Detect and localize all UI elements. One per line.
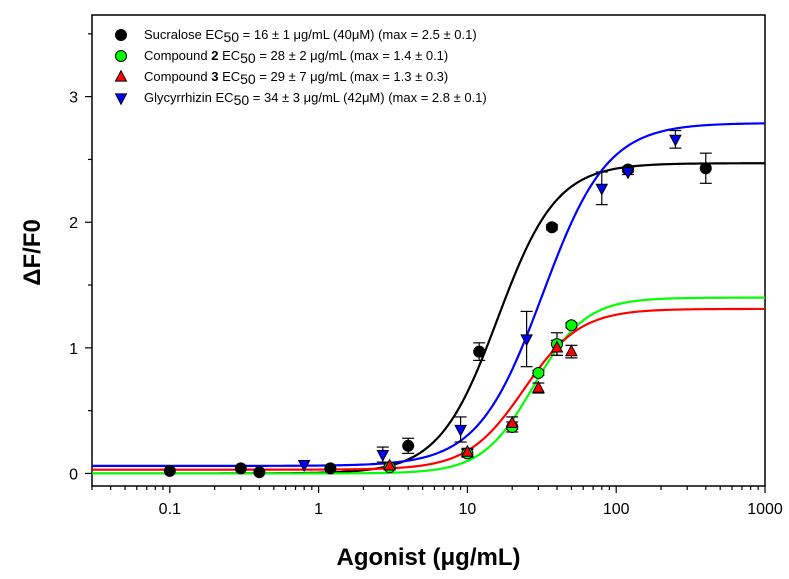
y-axis-title: ΔF/F0 — [19, 219, 46, 286]
y-tick-label: 0 — [69, 466, 78, 483]
data-point — [234, 462, 247, 475]
data-point — [621, 167, 635, 180]
legend-label: Compound 2 EC50 = 28 ± 2 μg/mL (max = 1.… — [144, 48, 448, 66]
data-point — [595, 183, 609, 196]
legend-marker — [115, 50, 127, 62]
data-point — [545, 221, 558, 234]
x-axis: 0.1 1 10 100 1000 — [91, 486, 783, 518]
y-axis: 0 1 2 3 — [69, 33, 92, 483]
legend-label: Compound 3 EC50 = 29 ± 7 μg/mL (max = 1.… — [144, 69, 448, 87]
data-point — [505, 415, 519, 428]
data-markers — [163, 134, 712, 479]
data-point — [520, 334, 533, 347]
data-point — [699, 162, 712, 175]
data-point — [565, 319, 578, 332]
x-tick-label: 0.1 — [159, 501, 181, 518]
y-tick-label: 1 — [69, 341, 78, 358]
data-point — [324, 462, 337, 475]
data-point — [253, 466, 266, 479]
x-tick-label: 10 — [459, 501, 477, 518]
data-point — [532, 380, 545, 393]
data-point — [402, 439, 415, 452]
data-point — [297, 460, 311, 473]
data-point — [163, 464, 176, 477]
data-point — [473, 345, 486, 358]
error-bars — [376, 129, 712, 471]
plot-area — [91, 14, 766, 487]
fit-curve — [92, 296, 766, 475]
data-point — [550, 340, 564, 353]
legend-label: Glycyrrhizin EC50 = 34 ± 3 μg/mL (42μM) … — [144, 90, 487, 108]
legend-label: Sucralose EC50 = 16 ± 1 μg/mL (40μM) (ma… — [144, 27, 477, 45]
y-tick-label: 2 — [69, 215, 78, 232]
fit-curve — [92, 162, 766, 475]
legend: Sucralose EC50 = 16 ± 1 μg/mL (40μM) (ma… — [114, 27, 487, 108]
legend-marker — [114, 69, 128, 82]
legend-marker — [114, 93, 128, 106]
data-point — [454, 424, 467, 437]
y-tick-label: 3 — [69, 90, 78, 107]
data-point — [376, 449, 390, 462]
data-point — [461, 444, 474, 457]
legend-marker — [115, 29, 127, 41]
x-tick-label: 1 — [314, 501, 323, 518]
x-tick-label: 100 — [603, 501, 630, 518]
fit-curve — [92, 307, 766, 471]
data-point — [383, 458, 396, 471]
fit-curve — [92, 122, 766, 467]
data-point — [532, 366, 545, 379]
x-tick-label: 1000 — [747, 501, 783, 518]
data-point — [565, 344, 578, 357]
fit-curves — [92, 122, 766, 475]
plot-frame — [91, 14, 766, 487]
x-axis-title: Agonist (μg/mL) — [337, 544, 521, 571]
data-point — [669, 134, 682, 147]
